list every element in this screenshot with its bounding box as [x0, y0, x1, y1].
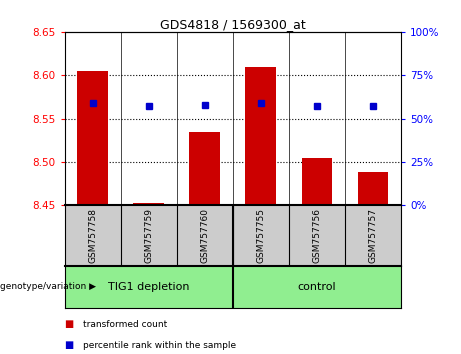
Bar — [245, 67, 276, 205]
Bar — [358, 172, 389, 205]
Text: GSM757758: GSM757758 — [88, 208, 97, 263]
Text: percentile rank within the sample: percentile rank within the sample — [83, 342, 236, 350]
Text: genotype/variation ▶: genotype/variation ▶ — [0, 282, 96, 291]
Text: GSM757755: GSM757755 — [256, 208, 266, 263]
Title: GDS4818 / 1569300_at: GDS4818 / 1569300_at — [160, 18, 306, 31]
Text: control: control — [298, 282, 336, 292]
Text: GSM757757: GSM757757 — [368, 208, 378, 263]
Text: transformed count: transformed count — [83, 320, 167, 329]
Bar — [133, 203, 164, 205]
Text: GSM757760: GSM757760 — [200, 208, 209, 263]
Text: TIG1 depletion: TIG1 depletion — [108, 282, 189, 292]
Bar — [189, 132, 220, 205]
Text: ■: ■ — [65, 341, 74, 350]
Bar — [77, 71, 108, 205]
Text: GSM757756: GSM757756 — [313, 208, 321, 263]
Bar — [301, 158, 332, 205]
Text: ■: ■ — [65, 319, 74, 329]
Text: GSM757759: GSM757759 — [144, 208, 153, 263]
